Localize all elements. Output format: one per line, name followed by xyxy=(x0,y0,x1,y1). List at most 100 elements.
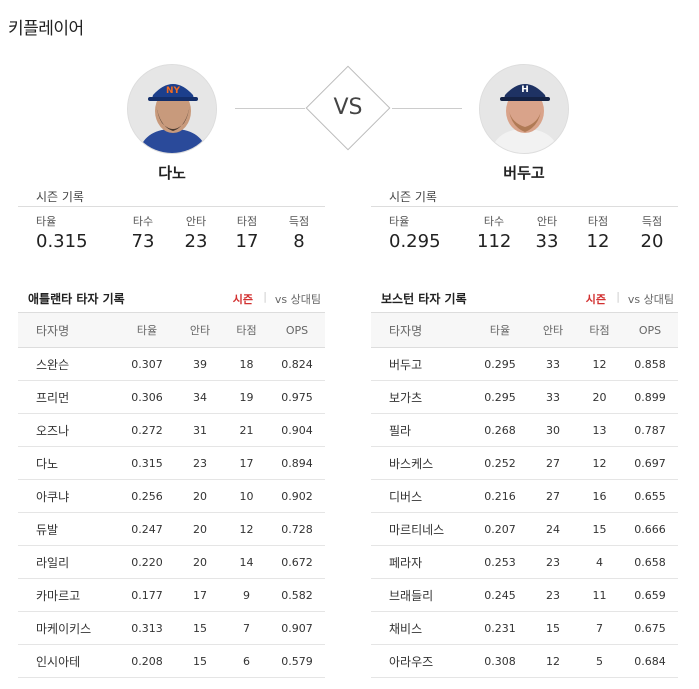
cell-col-ops: 0.697 xyxy=(634,456,666,470)
header-col-ops: OPS xyxy=(638,323,662,337)
cell-col-avg: 0.315 xyxy=(131,456,163,470)
header-col-avg: 타율 xyxy=(136,324,158,337)
cell-col-avg: 0.268 xyxy=(484,423,516,437)
cell-col-rbi: 14 xyxy=(239,555,254,569)
cell-col-hits: 15 xyxy=(193,654,207,668)
cell-col-avg: 0.253 xyxy=(484,555,516,569)
cell-col-ops: 0.672 xyxy=(281,555,313,569)
stat-rbi: 타점 12 xyxy=(586,215,610,252)
cell-col-rbi: 6 xyxy=(243,654,250,668)
cell-col-avg: 0.295 xyxy=(484,357,516,371)
cell-col-hits: 39 xyxy=(193,357,207,371)
table-row: 브래들리 0.245 23 11 0.659 xyxy=(371,579,678,612)
cell-col-name: 마르티네스 xyxy=(389,522,445,537)
header-col-rbi: 타점 xyxy=(589,324,610,337)
cell-col-rbi: 19 xyxy=(239,390,254,404)
cell-col-hits: 24 xyxy=(546,522,560,536)
table-row: 디버스 0.216 27 16 0.655 xyxy=(371,480,678,513)
stat-rbi: 타점 17 xyxy=(235,215,259,252)
cell-col-ops: 0.582 xyxy=(281,588,313,602)
cell-col-rbi: 17 xyxy=(239,456,254,470)
team-title: 애틀랜타 타자 기록 xyxy=(28,292,125,306)
table-row: 스완슨 0.307 39 18 0.824 xyxy=(18,348,325,381)
header-col-name: 타자명 xyxy=(389,323,423,338)
header-col-rbi: 타점 xyxy=(236,324,257,337)
table-row: 오즈나 0.272 31 21 0.904 xyxy=(18,414,325,447)
table-row: 채비스 0.231 15 7 0.675 xyxy=(371,612,678,645)
cell-col-hits: 27 xyxy=(546,489,560,503)
cell-col-rbi: 21 xyxy=(239,423,254,437)
cell-col-avg: 0.208 xyxy=(131,654,163,668)
table-row: 아쿠냐 0.256 20 10 0.902 xyxy=(18,480,325,513)
cell-col-ops: 0.975 xyxy=(281,390,313,404)
cell-col-hits: 17 xyxy=(193,588,207,602)
batting-table: 타자명 타율 안타 타점 OPS 스완슨 0.307 39 18 0.824 프리먼 0.306 34… xyxy=(18,312,325,678)
cell-col-ops: 0.655 xyxy=(634,489,666,503)
cell-col-rbi: 12 xyxy=(239,522,254,536)
cell-col-avg: 0.307 xyxy=(131,357,163,371)
header-col-avg: 타율 xyxy=(489,324,511,337)
team-title: 보스턴 타자 기록 xyxy=(381,292,467,306)
cell-col-hits: 27 xyxy=(546,456,560,470)
season-title: 시즌 기록 xyxy=(389,190,437,204)
tab-vs-opponent[interactable]: vs 상대팀 xyxy=(627,293,674,306)
cell-col-ops: 0.666 xyxy=(634,522,666,536)
batting-table: 타자명 타율 안타 타점 OPS 버두고 0.295 33 12 0.858 보가츠 0.295 33… xyxy=(371,312,678,678)
cell-col-avg: 0.252 xyxy=(484,456,516,470)
header-col-ops: OPS xyxy=(285,323,309,337)
cell-col-hits: 23 xyxy=(193,456,207,470)
cell-col-avg: 0.272 xyxy=(131,423,163,437)
cell-col-ops: 0.787 xyxy=(634,423,666,437)
cell-col-hits: 20 xyxy=(193,522,207,536)
stat-avg: 타율 0.315 xyxy=(36,215,88,252)
table-row: 버두고 0.295 33 12 0.858 xyxy=(371,348,678,381)
table-row: 보가츠 0.295 33 20 0.899 xyxy=(371,381,678,414)
team-batting-left: 애틀랜타 타자 기록 시즌 | vs 상대팀 타자명 타율 안타 타점 OPS 스완슨 0… xyxy=(18,288,325,678)
cell-col-rbi: 11 xyxy=(592,588,607,602)
cell-col-name: 인시아테 xyxy=(36,654,81,669)
cell-col-rbi: 18 xyxy=(239,357,254,371)
season-stats-right: 시즌 기록 타율 0.295 타수 112 안타 33 타점 12 득점 20 xyxy=(371,188,678,255)
cell-col-avg: 0.256 xyxy=(131,489,163,503)
cell-col-hits: 20 xyxy=(193,555,207,569)
cell-col-avg: 0.216 xyxy=(484,489,516,503)
table-row: 마케이키스 0.313 15 7 0.907 xyxy=(18,612,325,645)
table-row: 마르티네스 0.207 24 15 0.666 xyxy=(371,513,678,546)
cell-col-ops: 0.899 xyxy=(634,390,666,404)
cell-col-ops: 0.658 xyxy=(634,555,666,569)
tab-vs-opponent[interactable]: vs 상대팀 xyxy=(274,293,321,306)
cell-col-name: 카마르고 xyxy=(36,588,81,603)
stat-runs: 득점 20 xyxy=(640,215,664,252)
cell-col-rbi: 9 xyxy=(243,588,250,602)
cell-col-ops: 0.904 xyxy=(281,423,313,437)
cell-col-name: 듀발 xyxy=(36,522,59,537)
header-col-hits: 안타 xyxy=(542,324,564,337)
cell-col-hits: 23 xyxy=(546,555,560,569)
player-name-left: 다노 xyxy=(158,164,186,182)
cell-col-hits: 33 xyxy=(546,390,560,404)
cell-col-name: 다노 xyxy=(36,456,59,471)
table-row: 라일리 0.220 20 14 0.672 xyxy=(18,546,325,579)
cell-col-hits: 12 xyxy=(546,654,560,668)
season-stats-left: 시즌 기록 타율 0.315 타수 73 안타 23 타점 17 득점 8 xyxy=(18,188,325,255)
vs-divider-left xyxy=(235,108,305,109)
cell-col-rbi: 12 xyxy=(592,456,607,470)
tab-season[interactable]: 시즌 xyxy=(232,293,253,306)
cell-col-avg: 0.220 xyxy=(131,555,163,569)
page-title: 키플레이어 xyxy=(8,19,84,39)
tab-season[interactable]: 시즌 xyxy=(585,293,606,306)
cell-col-hits: 15 xyxy=(546,621,560,635)
cell-col-ops: 0.858 xyxy=(634,357,666,371)
table-body: 버두고 0.295 33 12 0.858 보가츠 0.295 33 20 0.899 필라 0.26… xyxy=(371,348,678,678)
cell-col-ops: 0.902 xyxy=(281,489,313,503)
cell-col-hits: 20 xyxy=(193,489,207,503)
vs-divider-right xyxy=(392,108,462,109)
player-photo-left: NY xyxy=(127,64,217,154)
table-row: 프리먼 0.306 34 19 0.975 xyxy=(18,381,325,414)
player-card-right: H 버두고 xyxy=(424,64,624,183)
cell-col-rbi: 16 xyxy=(592,489,607,503)
cell-col-name: 바스케스 xyxy=(389,456,434,471)
table-row: 다노 0.315 23 17 0.894 xyxy=(18,447,325,480)
cell-col-avg: 0.231 xyxy=(484,621,516,635)
svg-text:NY: NY xyxy=(166,86,181,96)
